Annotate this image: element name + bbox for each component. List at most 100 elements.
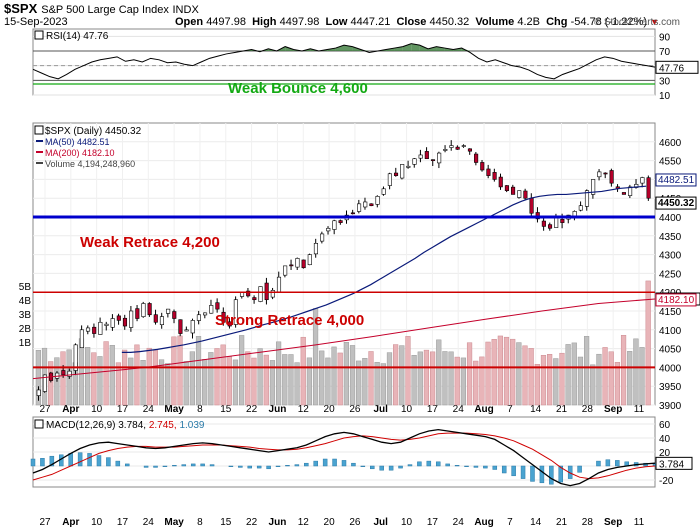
macd-histogram-bar: [153, 465, 158, 468]
price-last-value: 4450.32: [658, 198, 695, 209]
macd-histogram-bar: [181, 464, 187, 467]
macd-histogram-bar: [209, 464, 215, 467]
rsi-last-value-box: [655, 60, 699, 74]
volume-bar: [214, 348, 220, 406]
price-tick-label: 3900: [659, 401, 682, 412]
candle-body: [523, 190, 528, 199]
price-x-label: Jul: [374, 404, 389, 415]
ma50-line: [121, 185, 647, 353]
macd-histogram-bar: [304, 462, 309, 467]
volume-bar: [146, 347, 152, 406]
volume-bar: [528, 348, 534, 406]
volume-bar: [152, 350, 159, 406]
volume-bar: [620, 335, 627, 406]
candle-body: [283, 265, 288, 276]
candle-body: [597, 171, 602, 178]
volume-bar: [510, 338, 516, 406]
volume-bar: [571, 342, 577, 406]
chg-label: Chg: [546, 16, 568, 28]
macd-x-label: 8: [197, 517, 203, 528]
candle-body: [36, 389, 41, 396]
candle-body: [640, 177, 645, 184]
volume-bar: [374, 362, 380, 406]
macd-histogram-bar: [549, 465, 554, 485]
volume-bar: [343, 341, 349, 406]
volume-bar: [466, 342, 473, 406]
macd-histogram-bar: [473, 465, 479, 468]
volume-bar: [337, 352, 343, 406]
volume-bar: [596, 353, 602, 406]
price-x-label: 11: [634, 404, 645, 415]
macd-x-label: Sep: [604, 517, 622, 528]
price-tick-label: 4000: [659, 363, 682, 374]
candle-body: [400, 164, 405, 179]
candle-body: [393, 172, 399, 176]
candle-body: [498, 176, 503, 188]
macd-x-label: 24: [143, 517, 155, 528]
price-x-label: Aug: [474, 404, 493, 415]
candle-body: [584, 190, 590, 207]
rsi-last-value: 47.76: [659, 63, 684, 74]
price-last-value: 4182.10: [658, 295, 695, 306]
macd-checkbox-icon: [34, 419, 44, 429]
volume-bar: [288, 354, 294, 406]
candle-body: [369, 203, 374, 207]
volume-bar: [645, 280, 651, 406]
macd-histogram-bar: [426, 460, 432, 467]
price-x-label: 17: [427, 404, 439, 415]
macd-histogram-bar: [143, 465, 149, 468]
volume-bar: [368, 351, 374, 406]
macd-histogram-bar: [162, 465, 168, 467]
volume-bar: [590, 364, 596, 406]
candle-body: [73, 344, 78, 371]
macd-x-label: 17: [427, 517, 439, 528]
macd-histogram-bar: [351, 462, 356, 467]
strong-retrace-label: Strong Retrace 4,000: [215, 312, 364, 329]
volume-bar: [158, 359, 165, 406]
stockcharts-credit: © StockCharts.com: [593, 17, 680, 28]
candle-body: [326, 227, 331, 232]
macd-histogram-bar: [190, 463, 196, 467]
candle-body: [104, 323, 109, 326]
macd-x-label: Jun: [269, 517, 287, 528]
price-last-box: [655, 173, 697, 187]
volume-bar: [300, 336, 306, 406]
candle-body: [159, 316, 164, 326]
candle-body: [203, 312, 208, 316]
volume-bar: [399, 345, 405, 406]
macd-histogram-bar: [68, 453, 73, 467]
low-label: Low: [325, 16, 348, 28]
candle-body: [301, 259, 306, 269]
rsi-line: [32, 43, 656, 80]
candle-body: [85, 327, 91, 332]
macd-tick-label: 20: [659, 448, 671, 459]
macd-histogram-bar: [596, 460, 601, 467]
price-tick-label: 4400: [659, 213, 682, 224]
macd-x-label: 28: [582, 517, 594, 528]
candle-body: [129, 310, 134, 328]
volume-bar: [245, 351, 251, 406]
candle-body: [184, 329, 189, 332]
macd-histogram-bar: [30, 458, 36, 467]
candle-body: [511, 186, 516, 195]
volume-bar: [614, 362, 621, 406]
price-x-label: 24: [453, 404, 465, 415]
macd-histogram-bar: [511, 465, 516, 477]
macd-histogram-bar: [124, 463, 130, 467]
candle-body: [363, 201, 368, 208]
volume-bar: [633, 338, 639, 406]
macd-histogram-bar: [313, 460, 318, 467]
volume-bar: [583, 336, 590, 406]
candle-body: [474, 153, 479, 163]
macd-histogram-bar: [115, 460, 121, 467]
macd-last-box: [655, 456, 693, 470]
rsi-overbought-fill: [436, 46, 445, 51]
candle-body: [61, 370, 66, 376]
macd-hist-value: 1.039: [179, 420, 204, 431]
ticker-title: $SPX S&P 500 Large Cap Index INDX: [4, 1, 199, 16]
candle-body: [122, 317, 128, 327]
price-x-label: May: [164, 404, 184, 415]
macd-x-label: 14: [530, 517, 542, 528]
candle-body: [443, 149, 448, 151]
volume-bar: [380, 363, 386, 406]
